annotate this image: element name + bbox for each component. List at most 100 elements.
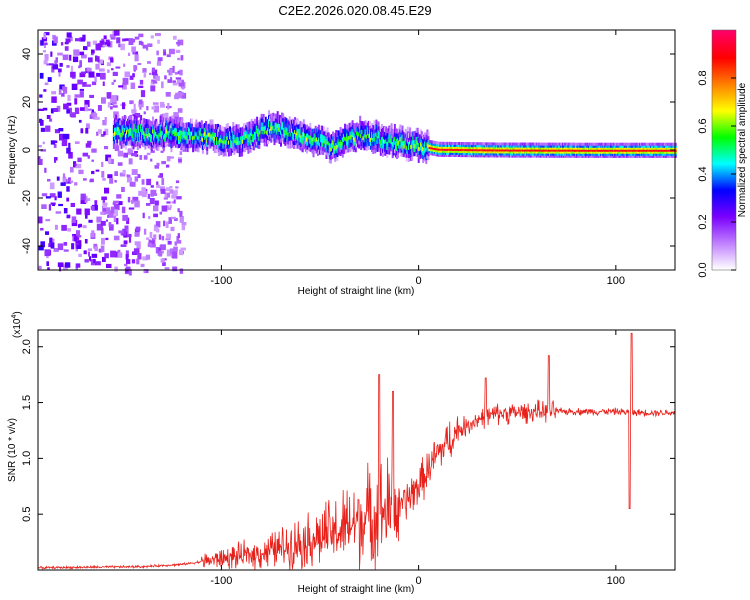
- noise-cell: [76, 208, 82, 215]
- ridge-cell: [422, 157, 425, 163]
- noise-cell: [158, 234, 162, 240]
- ridge-cell: [225, 123, 228, 129]
- ridge-cell: [552, 142, 555, 146]
- noise-cell: [147, 43, 153, 47]
- ridge-cell: [590, 146, 593, 150]
- ridge-cell: [570, 142, 573, 146]
- ridge-cell: [475, 148, 478, 152]
- ridge-cell: [563, 148, 566, 152]
- ridge-cell: [159, 131, 162, 137]
- ridge-cell: [588, 150, 590, 154]
- noise-cell: [143, 269, 146, 273]
- ridge-cell: [188, 131, 191, 137]
- ridge-cell: [520, 154, 523, 158]
- ridge-cell: [432, 152, 435, 156]
- ridge-cell: [268, 126, 270, 132]
- ridge-cell: [432, 140, 435, 144]
- colorbar-cell: [712, 80, 736, 83]
- ridge-cell: [185, 134, 188, 140]
- ridge-cell: [654, 142, 657, 146]
- ridge-cell: [583, 152, 586, 156]
- ridge-cell: [332, 151, 334, 157]
- ridge-cell: [422, 137, 425, 143]
- ridge-cell: [489, 152, 492, 156]
- noise-cell: [143, 71, 147, 78]
- ridge-cell: [306, 132, 308, 138]
- noise-cell: [100, 72, 106, 80]
- noise-cell: [99, 40, 105, 48]
- ridge-cell: [185, 130, 188, 136]
- ridge-cell: [294, 129, 297, 135]
- ridge-cell: [326, 143, 329, 149]
- ridge-cell: [432, 144, 435, 148]
- ridge-cell: [650, 148, 653, 152]
- ridge-cell: [609, 154, 612, 158]
- ridge-cell: [141, 136, 144, 142]
- ridge-cell: [658, 142, 661, 146]
- ridge-cell: [277, 130, 280, 136]
- ridge-cell: [223, 138, 226, 144]
- ridge-cell: [596, 144, 599, 148]
- ridge-cell: [209, 143, 212, 149]
- noise-cell: [59, 133, 64, 141]
- ridge-cell: [130, 122, 133, 128]
- ridge-cell: [532, 154, 535, 158]
- ridge-cell: [184, 130, 187, 136]
- colorbar-cell: [712, 248, 736, 251]
- colorbar-cell: [712, 32, 736, 35]
- ridge-cell: [545, 154, 548, 158]
- noise-cell: [88, 71, 95, 78]
- ridge-cell: [221, 126, 224, 132]
- ridge-cell: [239, 143, 242, 149]
- ridge-cell: [172, 136, 175, 142]
- ridge-cell: [432, 146, 435, 150]
- ridge-cell: [653, 146, 656, 150]
- ridge-cell: [362, 123, 365, 129]
- ridge-cell: [466, 154, 469, 158]
- ridge-cell: [486, 154, 489, 158]
- ridge-cell: [139, 119, 141, 125]
- ridge-cell: [595, 154, 598, 158]
- colorbar-cell: [712, 162, 736, 165]
- ridge-cell: [644, 144, 647, 148]
- ridge-cell: [195, 119, 198, 125]
- ridge-cell: [652, 154, 654, 158]
- ridge-cell: [323, 142, 326, 148]
- ridge-cell: [609, 142, 612, 146]
- ridge-cell: [456, 146, 459, 149]
- ridge-cell: [603, 146, 606, 150]
- ridge-cell: [594, 142, 597, 146]
- noise-cell: [80, 193, 86, 201]
- ridge-cell: [314, 125, 317, 131]
- ridge-cell: [546, 148, 549, 152]
- noise-cell: [147, 61, 151, 64]
- ridge-cell: [489, 154, 492, 158]
- ridge-cell: [445, 141, 448, 145]
- ridge-cell: [265, 129, 268, 135]
- ridge-cell: [227, 151, 230, 157]
- ridge-cell: [195, 143, 198, 149]
- ridge-cell: [289, 127, 292, 133]
- ridge-cell: [454, 150, 457, 153]
- ridge-cell: [357, 134, 359, 140]
- ridge-cell: [622, 144, 625, 148]
- ridge-cell: [545, 148, 548, 152]
- ridge-cell: [518, 148, 521, 152]
- noise-cell: [176, 79, 182, 84]
- ridge-cell: [672, 144, 675, 148]
- ridge-cell: [135, 120, 138, 126]
- colorbar-cell: [712, 88, 736, 91]
- ridge-cell: [601, 146, 603, 150]
- ridge-cell: [618, 152, 621, 156]
- ridge-cell: [206, 145, 209, 151]
- noise-cell: [122, 77, 129, 85]
- ridge-cell: [524, 154, 526, 158]
- ridge-cell: [360, 137, 363, 142]
- ridge-cell: [575, 148, 577, 152]
- ridge-cell: [455, 146, 458, 149]
- ridge-cell: [188, 143, 191, 149]
- noise-cell: [116, 194, 122, 199]
- ridge-cell: [623, 142, 626, 146]
- ridge-cell: [464, 152, 467, 156]
- colorbar-cell: [712, 190, 736, 193]
